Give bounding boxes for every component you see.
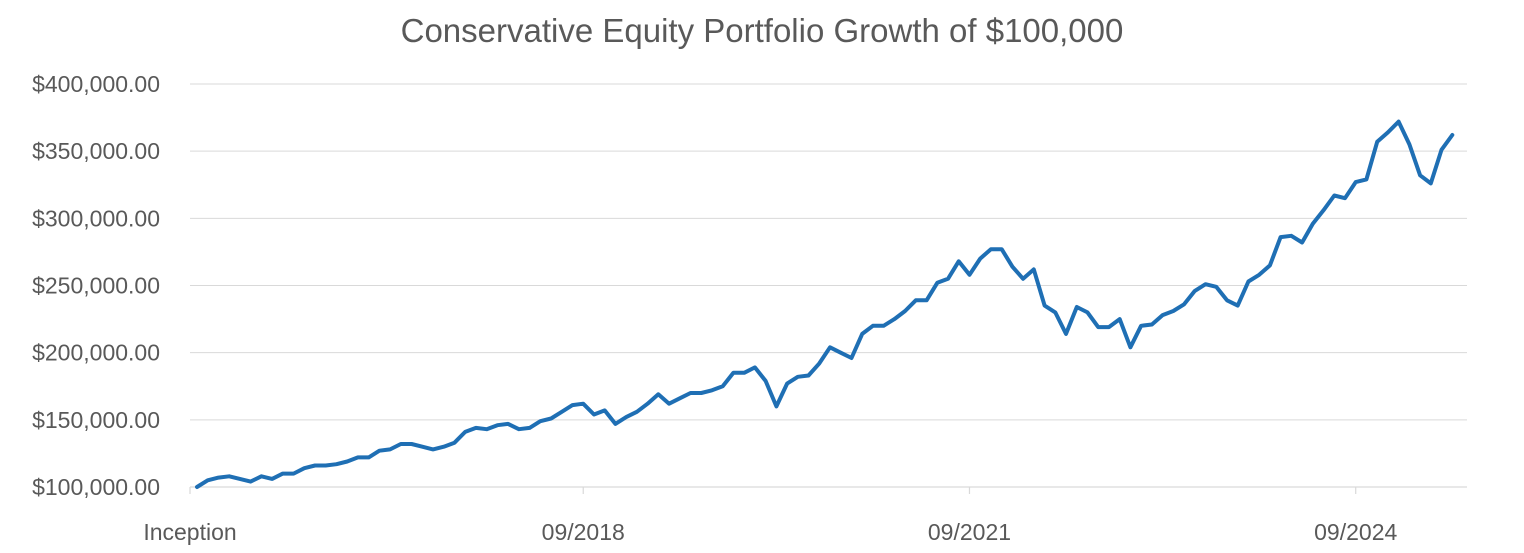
y-tick-label: $200,000.00: [32, 340, 160, 366]
y-tick-label: $250,000.00: [32, 273, 160, 299]
x-tick-label: 09/2018: [542, 519, 625, 545]
x-axis-tick-labels: Inception 09/2018 09/2021 09/2024: [143, 487, 1397, 545]
y-axis-tick-labels: $100,000.00 $150,000.00 $200,000.00 $250,00…: [32, 71, 160, 500]
y-tick-label: $400,000.00: [32, 71, 160, 97]
chart-title: Conservative Equity Portfolio Growth of …: [400, 12, 1124, 49]
y-tick-label: $100,000.00: [32, 474, 160, 500]
y-tick-label: $300,000.00: [32, 205, 160, 231]
y-tick-label: $350,000.00: [32, 138, 160, 164]
y-tick-label: $150,000.00: [32, 407, 160, 433]
x-tick-label: 09/2024: [1314, 519, 1397, 545]
series-group: [195, 119, 1455, 489]
x-tick-label: Inception: [143, 519, 236, 545]
series-line: [195, 119, 1455, 489]
x-tick-label: 09/2021: [928, 519, 1011, 545]
